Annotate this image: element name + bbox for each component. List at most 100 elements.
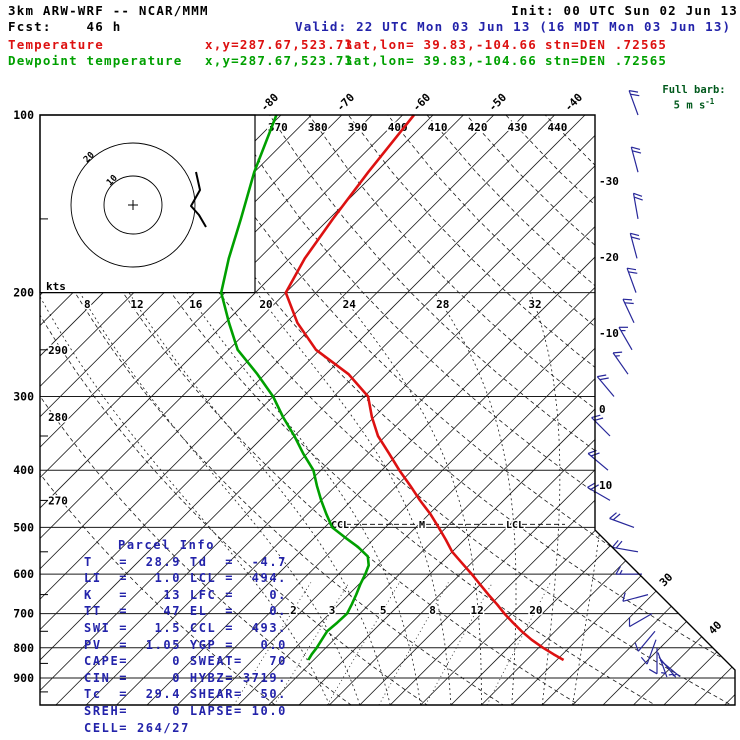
dry-adiabat-line xyxy=(40,115,369,705)
isotherm-line xyxy=(40,115,495,705)
isotherm-line xyxy=(40,115,586,705)
wind-barb xyxy=(622,592,649,602)
temperature-station: stn=DEN .72565 xyxy=(545,37,668,52)
model-title: 3km ARW-WRF -- NCAR/MMM xyxy=(8,3,209,18)
isotherm-line xyxy=(298,115,735,705)
wind-barb xyxy=(611,540,639,553)
moist-adiabat-line xyxy=(128,292,391,705)
dry-adiabat-line xyxy=(40,115,446,705)
hodograph-ring xyxy=(70,142,196,268)
moist-adiabat-line xyxy=(339,292,482,705)
temperature-axis-label: -50 xyxy=(486,91,509,114)
mixing-ratio-label: 3 xyxy=(329,604,336,617)
dewpoint-legend-label: Dewpoint temperature xyxy=(8,53,183,68)
theta-left-label: 270 xyxy=(48,494,68,507)
dry-adiabat-line xyxy=(40,115,292,705)
init-time: Init: 00 UTC Sun 02 Jun 13 xyxy=(511,3,738,18)
wind-barb xyxy=(587,449,609,471)
mixing-ratio-label: 2 xyxy=(290,604,297,617)
isotherm-right-label: -30 xyxy=(599,175,619,188)
wind-barb xyxy=(618,326,633,351)
lcl-label: LCL xyxy=(506,520,524,531)
isotherm-line xyxy=(40,115,525,705)
wind-barb xyxy=(659,659,681,678)
temperature-curve xyxy=(284,114,565,662)
pressure-label: 800 xyxy=(13,641,34,655)
theta-left-label: 290 xyxy=(48,344,68,357)
valid-time: Valid: 22 UTC Mon 03 Jun 13 (16 MDT Mon … xyxy=(295,19,732,34)
isotherm-line xyxy=(359,115,735,705)
moist-adiabat-label: 8 xyxy=(84,298,91,311)
isotherm-line xyxy=(389,115,735,705)
isotherm-line xyxy=(541,115,735,705)
forecast-hour: Fcst: 46 h xyxy=(8,19,122,34)
dry-adiabat-line xyxy=(190,115,735,705)
wind-barb xyxy=(658,656,677,678)
temperature-latlon: lat,lon= 39.83,-104.66 xyxy=(345,37,537,52)
mixing-ratio-label: 12 xyxy=(471,604,484,617)
mixing-ratio-line xyxy=(378,582,449,705)
isotherm-right-label: -10 xyxy=(599,327,619,340)
parcel-row: LI = 1.0 LCL = 494. xyxy=(84,571,287,586)
mixing-ratio-line xyxy=(486,582,551,705)
moist-adiabat-label: 32 xyxy=(528,298,541,311)
moist-adiabat-label: 12 xyxy=(130,298,143,311)
parcel-row: PV = 1.05 YGP = 0.0 xyxy=(84,637,287,652)
moist-adiabat-line xyxy=(79,292,361,705)
isotherm-right-label: 0 xyxy=(599,403,606,416)
theta-top-label: 380 xyxy=(308,121,328,134)
isotherm-line xyxy=(602,115,735,705)
theta-top-label: 440 xyxy=(547,121,567,134)
isotherm-line xyxy=(693,115,735,705)
dry-adiabat-line xyxy=(466,115,735,705)
moist-adiabat-label: 24 xyxy=(343,298,357,311)
isotherm-line xyxy=(481,115,735,705)
temperature-axis-label: -60 xyxy=(410,91,433,114)
isotherm-line xyxy=(572,115,735,705)
pressure-label: 600 xyxy=(13,567,34,581)
parcel-row: CIN = 0 HYBZ= 3719. xyxy=(84,670,287,685)
pressure-label: 300 xyxy=(13,390,34,404)
wind-barb xyxy=(629,232,641,259)
mixing-ratio-label: 5 xyxy=(380,604,387,617)
dry-adiabat-line xyxy=(387,115,735,705)
temperature-axis-label: -80 xyxy=(258,91,281,114)
full-barb-legend: Full barb: 5 m s-1 xyxy=(650,84,738,112)
moist-adiabat-label: 28 xyxy=(436,298,449,311)
moist-adiabat-line xyxy=(530,292,561,705)
wind-barb-column xyxy=(587,90,681,678)
hodograph-trace xyxy=(190,171,207,228)
isotherm-line xyxy=(55,115,647,705)
moist-adiabat-line xyxy=(256,292,452,705)
isotherm-line xyxy=(85,115,677,705)
isotherm-line xyxy=(268,115,735,705)
isotherm-line xyxy=(40,115,373,705)
isotherm-line xyxy=(40,115,464,705)
parcel-row: SWI = 1.5 CCL = 493. xyxy=(84,620,287,635)
moist-adiabat-line xyxy=(434,292,517,705)
dry-adiabat-line xyxy=(111,115,735,705)
mixing-ratio-label: 8 xyxy=(429,604,436,617)
isotherm-line xyxy=(40,115,403,705)
wind-barb xyxy=(626,267,638,293)
moist-adiabat-line xyxy=(40,292,330,705)
wind-barb xyxy=(632,192,643,219)
theta-left-label: 280 xyxy=(48,411,68,424)
isotherm-line xyxy=(40,115,616,705)
wind-barb xyxy=(630,146,642,173)
wind-barb xyxy=(640,639,657,665)
hodograph-box xyxy=(39,114,256,294)
wind-barb xyxy=(628,613,653,628)
parcel-row: SREH= 0 LAPSE= 10.0 xyxy=(84,703,287,718)
wind-barb xyxy=(634,630,656,652)
dry-adiabat-line xyxy=(40,115,523,705)
theta-top-label: 420 xyxy=(468,121,488,134)
parcel-info-title: Parcel Info xyxy=(118,538,216,552)
dry-adiabat-line xyxy=(347,115,735,705)
dewpoint-xy: x,y=287.67,523.73 xyxy=(205,53,354,68)
dry-adiabat-line xyxy=(505,115,735,705)
pressure-label: 200 xyxy=(13,286,34,300)
isotherm-ext-label: 40 xyxy=(706,619,725,638)
isotherm-line xyxy=(40,115,434,705)
